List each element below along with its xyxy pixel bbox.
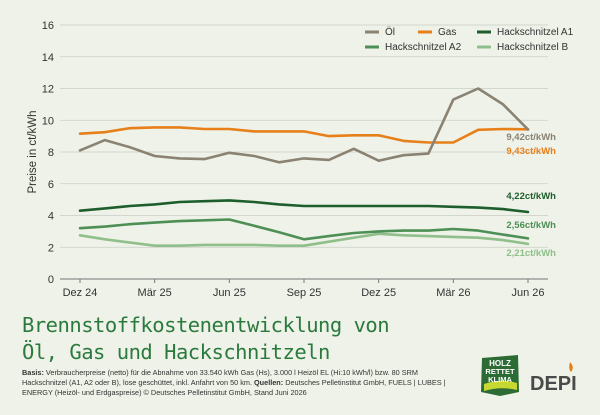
end-label: 2,56ct/kWh bbox=[506, 220, 556, 231]
flame-icon bbox=[569, 362, 573, 372]
end-label: 2,21ct/kWh bbox=[506, 248, 556, 259]
title-line-2: Öl, Gas und Hackschnitzeln bbox=[22, 340, 330, 364]
holz-rettet-klima-logo: HOLZ RETTET KLIMA bbox=[481, 355, 519, 396]
series-line-hackschnitzel-b bbox=[78, 232, 530, 247]
end-label: 4,22ct/kWh bbox=[506, 191, 556, 202]
series-line-hackschnitzel-a2 bbox=[78, 218, 530, 241]
holz-line-1: HOLZ bbox=[489, 359, 511, 368]
footnote: Basis: Verbraucherpreise (netto) für die… bbox=[22, 368, 462, 399]
y-tick-label: 10 bbox=[42, 115, 54, 127]
y-tick-label: 0 bbox=[48, 274, 54, 286]
y-tick-label: 12 bbox=[42, 84, 54, 96]
y-axis-label: Preise in ct/kWh bbox=[27, 110, 39, 193]
y-tick-label: 6 bbox=[48, 179, 54, 191]
y-tick-label: 8 bbox=[48, 147, 54, 159]
end-label: 9,42ct/kWh bbox=[506, 132, 556, 143]
basis-text: Verbraucherpreise (netto) für die Abnahm… bbox=[22, 368, 418, 388]
y-tick-label: 2 bbox=[48, 242, 54, 254]
holz-line-2: RETTET bbox=[485, 367, 515, 376]
chart-title: Brennstoffkostenentwicklung von Öl, Gas … bbox=[22, 312, 492, 366]
series-lines bbox=[78, 87, 530, 247]
legend: Öl Gas Hackschnitzel A1 Hackschnitzel A2 Hac… bbox=[365, 26, 574, 53]
y-tick-label: 4 bbox=[48, 211, 54, 223]
x-tick-label: Sep 25 bbox=[287, 287, 322, 299]
end-labels: 9,42ct/kWh 9,43ct/kWh 4,22ct/kWh 2,56ct/kWh… bbox=[506, 132, 556, 259]
grid-lines bbox=[60, 24, 548, 280]
x-tick-label: Mär 25 bbox=[138, 287, 172, 299]
y-tick-label: 14 bbox=[42, 52, 54, 64]
basis-label: Basis: bbox=[22, 368, 44, 377]
legend-label: Gas bbox=[438, 27, 456, 38]
series-line-gas bbox=[78, 126, 530, 144]
depi-logo: DEPI bbox=[530, 362, 577, 395]
y-tick-label: 16 bbox=[42, 20, 54, 32]
sources-label: Quellen: bbox=[254, 378, 284, 388]
series-line-hackschnitzel-a1 bbox=[78, 199, 530, 214]
legend-label: Hackschnitzel A1 bbox=[497, 27, 574, 38]
end-label: 9,43ct/kWh bbox=[506, 146, 556, 157]
legend-label: Öl bbox=[385, 26, 395, 38]
holz-line-3: KLIMA bbox=[488, 375, 512, 384]
x-tick-label: Jun 25 bbox=[213, 287, 246, 299]
title-line-1: Brennstoffkostenentwicklung von bbox=[22, 313, 390, 337]
x-tick-label: Jun 26 bbox=[511, 287, 544, 299]
series-line--l bbox=[78, 87, 530, 164]
legend-label: Hackschnitzel A2 bbox=[385, 42, 462, 53]
depi-text: DEPI bbox=[530, 373, 577, 395]
x-tick-label: Dez 24 bbox=[63, 287, 98, 299]
legend-label: Hackschnitzel B bbox=[497, 42, 568, 53]
sources-text: Deutsches Pelletinstitut GmbH, FUELS | L… bbox=[22, 378, 446, 398]
x-tick-label: Dez 25 bbox=[361, 287, 396, 299]
x-tick-label: Mär 26 bbox=[436, 287, 470, 299]
x-tick-labels: Dez 24 Mär 25 Jun 25 Sep 25 Dez 25 Mär 26 Jun … bbox=[63, 279, 545, 299]
y-tick-labels: 0 2 4 6 8 10 12 14 16 bbox=[42, 20, 54, 286]
